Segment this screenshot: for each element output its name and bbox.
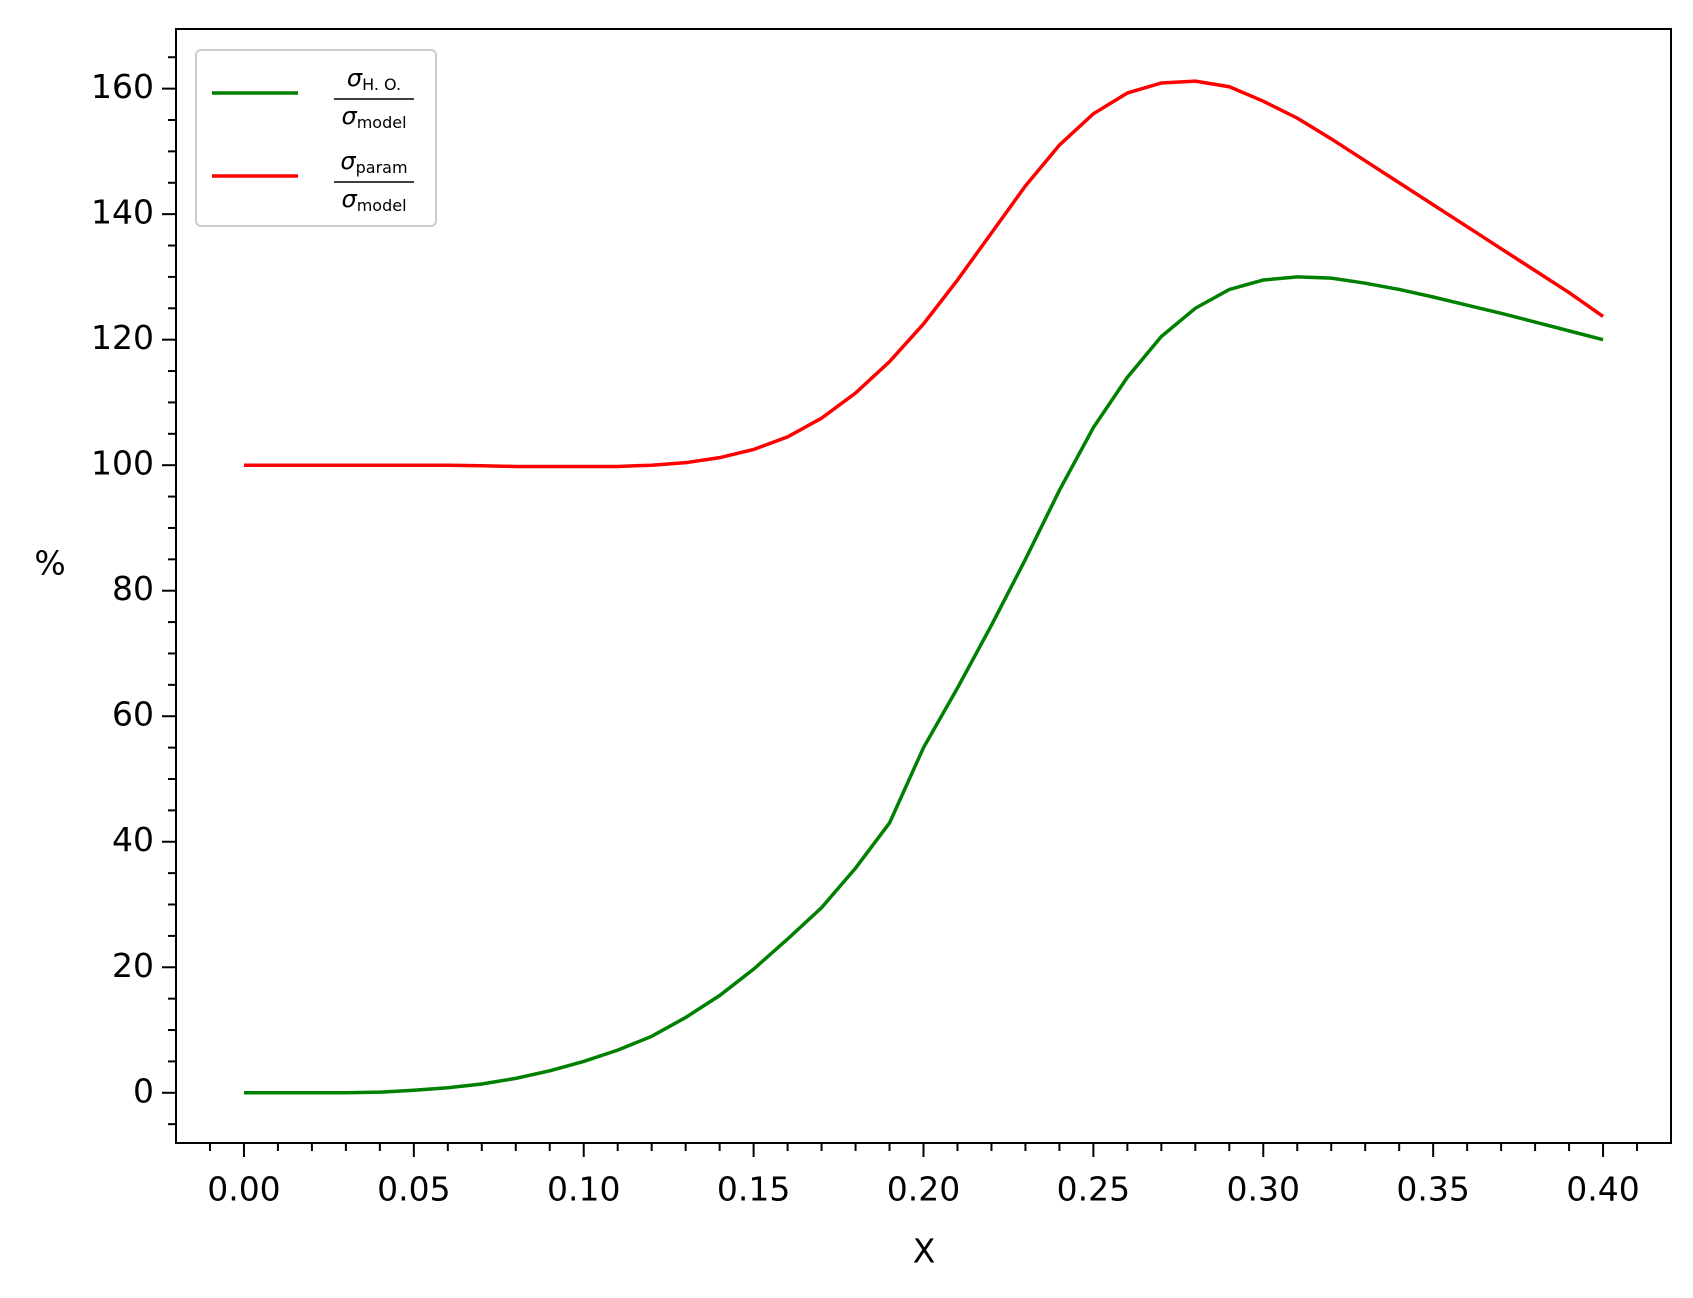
y-tick-label: 80 <box>112 569 154 608</box>
x-tick-label: 0.35 <box>1396 1170 1469 1209</box>
x-tick-label: 0.25 <box>1057 1170 1130 1209</box>
series-line <box>243 79 1605 469</box>
legend-numerator: σH. O. <box>347 64 401 94</box>
y-tick-label: 20 <box>112 946 154 985</box>
y-tick-label: 0 <box>133 1071 154 1110</box>
legend-symbol: σ <box>340 147 356 175</box>
y-tick-label: 140 <box>91 193 154 232</box>
x-tick-label: 0.00 <box>207 1170 280 1209</box>
legend-subscript: model <box>357 196 407 215</box>
legend-subscript: model <box>357 113 407 132</box>
x-axis-label: X <box>913 1232 936 1271</box>
x-tick-label: 0.20 <box>887 1170 960 1209</box>
plot-frame <box>175 28 1672 1144</box>
y-tick-label: 60 <box>112 695 154 734</box>
legend-subscript: H. O. <box>362 75 401 94</box>
legend-denominator: σmodel <box>341 102 406 132</box>
x-tick-label: 0.30 <box>1227 1170 1300 1209</box>
legend-numerator: σparam <box>340 147 407 177</box>
y-tick-label: 120 <box>91 318 154 357</box>
legend-denominator: σmodel <box>341 185 406 215</box>
y-tick-label: 40 <box>112 820 154 859</box>
legend-subscript: param <box>356 158 408 177</box>
x-tick-label: 0.40 <box>1566 1170 1639 1209</box>
y-tick-label: 100 <box>91 444 154 483</box>
series-line <box>243 275 1604 1095</box>
y-axis-label: % <box>34 544 65 583</box>
x-tick-label: 0.15 <box>717 1170 790 1209</box>
x-tick-label: 0.10 <box>547 1170 620 1209</box>
legend-symbol: σ <box>347 64 363 92</box>
x-tick-label: 0.05 <box>377 1170 450 1209</box>
legend-symbol: σ <box>341 185 357 213</box>
y-tick-label: 160 <box>91 67 154 106</box>
legend-symbol: σ <box>341 102 357 130</box>
